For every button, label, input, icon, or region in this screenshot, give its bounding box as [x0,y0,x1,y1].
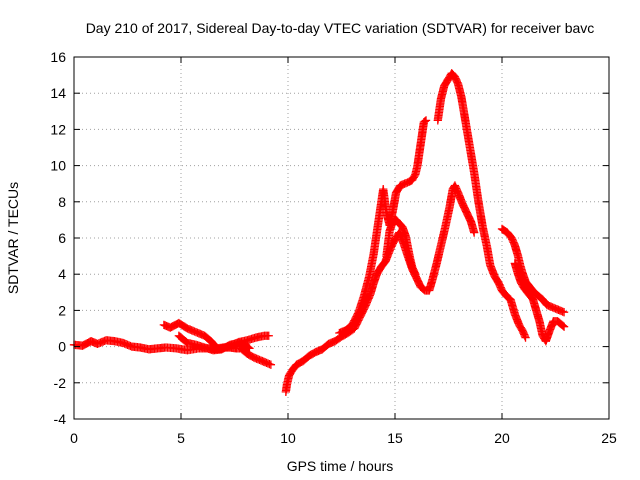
data-point [421,116,431,125]
y-tick-label: 16 [50,49,66,65]
series-arc-dip [382,215,420,279]
data-point [245,344,254,353]
y-axis-label: SDTVAR / TECUs [5,182,21,294]
data-point [559,308,569,317]
data-point [264,331,273,340]
data-points [69,69,569,396]
y-tick-label: -4 [54,411,67,427]
y-tick-label: 4 [58,266,66,282]
x-tick-label: 20 [494,430,510,446]
x-tick-label: 10 [280,430,296,446]
grid [74,57,609,419]
series-arc-peak [335,116,431,338]
y-tick-label: 6 [58,230,66,246]
x-axis-label: GPS time / hours [287,458,394,474]
series-arc-early-c [174,331,254,355]
data-point [559,322,569,331]
data-point [420,117,430,126]
x-tick-label: 5 [177,430,185,446]
series-arc-storm [433,69,530,342]
data-point [411,270,420,279]
y-tick-label: 14 [50,85,66,101]
series-arc-early-b [159,318,276,369]
data-point [244,343,253,352]
y-tick-label: -2 [54,375,67,391]
data-point [558,321,568,330]
x-tick-label: 15 [387,430,403,446]
y-tick-label: 2 [58,302,66,318]
chart-title: Day 210 of 2017, Sidereal Day-to-day VTE… [86,20,595,36]
y-tick-label: 12 [50,121,66,137]
data-point [470,228,479,237]
x-tick-label: 0 [70,430,78,446]
series-arc-late-b [510,259,569,346]
y-tick-label: 8 [58,194,66,210]
y-axis: -4 -2 0 2 4 6 8 10 12 14 16 [50,49,609,427]
series-arc-late-a [497,224,569,317]
x-tick-label: 25 [601,430,617,446]
y-tick-label: 10 [50,158,66,174]
y-tick-label: 0 [58,339,66,355]
data-point [266,360,276,369]
data-point [521,333,530,342]
x-axis: 0 5 10 15 20 25 [70,57,617,446]
